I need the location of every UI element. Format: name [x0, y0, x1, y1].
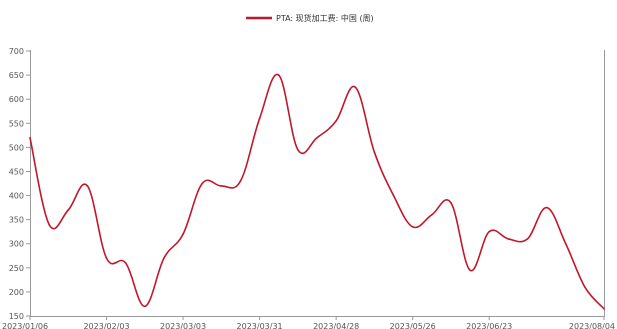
data-point	[239, 180, 242, 182]
x-tick-label: 2023/03/31	[237, 322, 283, 329]
y-tick-label: 600	[9, 95, 24, 104]
data-point	[373, 151, 376, 153]
data-point	[48, 223, 50, 226]
y-tick-label: 400	[9, 192, 24, 201]
y-tick-label: 300	[9, 240, 24, 249]
data-point	[488, 230, 491, 233]
data-point	[277, 74, 280, 76]
data-point	[86, 185, 89, 187]
legend-label: PTA: 现货加工费: 中国 (周)	[276, 13, 374, 23]
data-point	[526, 238, 529, 240]
y-tick-label: 350	[9, 216, 24, 225]
legend: PTA: 现货加工费: 中国 (周)	[246, 13, 374, 23]
data-point	[67, 209, 70, 211]
data-point	[105, 257, 108, 259]
plot-area	[29, 73, 605, 310]
data-point	[603, 307, 605, 310]
data-point	[469, 269, 471, 272]
data-point	[564, 242, 567, 245]
y-tick-label: 450	[9, 167, 24, 176]
data-point	[431, 214, 433, 216]
y-tick-label: 650	[9, 71, 24, 80]
y-tick-label: 150	[9, 312, 24, 321]
y-tick-label: 250	[9, 264, 24, 273]
data-point	[29, 136, 31, 139]
x-tick-label: 2023/01/06	[2, 322, 48, 329]
y-tick-label: 700	[9, 47, 24, 56]
data-point	[124, 262, 127, 264]
y-tick-label: 500	[9, 143, 24, 152]
y-axis-ticks: 150 200 250 300 350 400 450 500 550 600 650 700	[9, 47, 30, 321]
x-tick-label: 2023/08/04	[569, 322, 615, 329]
data-point	[201, 182, 203, 185]
data-point	[182, 233, 184, 235]
data-point	[392, 194, 395, 197]
data-point	[144, 305, 146, 308]
y-tick-label: 200	[9, 288, 24, 297]
data-point	[316, 136, 318, 139]
data-point	[297, 148, 299, 151]
x-tick-label: 2023/04/28	[313, 322, 359, 329]
x-tick-label: 2023/05/26	[390, 322, 436, 329]
data-point	[335, 120, 337, 122]
x-tick-label: 2023/06/23	[466, 322, 512, 329]
data-point	[354, 86, 357, 88]
data-point	[163, 257, 165, 259]
data-point	[450, 201, 452, 204]
y-tick-label: 550	[9, 119, 24, 128]
data-point	[258, 117, 261, 120]
data-point	[411, 226, 414, 228]
data-point	[545, 206, 548, 209]
series-line	[29, 73, 605, 310]
data-point	[584, 286, 586, 288]
x-tick-label: 2023/02/03	[83, 322, 129, 329]
x-axis-ticks: 2023/01/06 2023/02/03 2023/03/03 2023/03/31…	[2, 316, 615, 329]
data-point	[507, 238, 510, 240]
x-tick-label: 2023/03/03	[160, 322, 206, 329]
data-point	[220, 185, 223, 187]
